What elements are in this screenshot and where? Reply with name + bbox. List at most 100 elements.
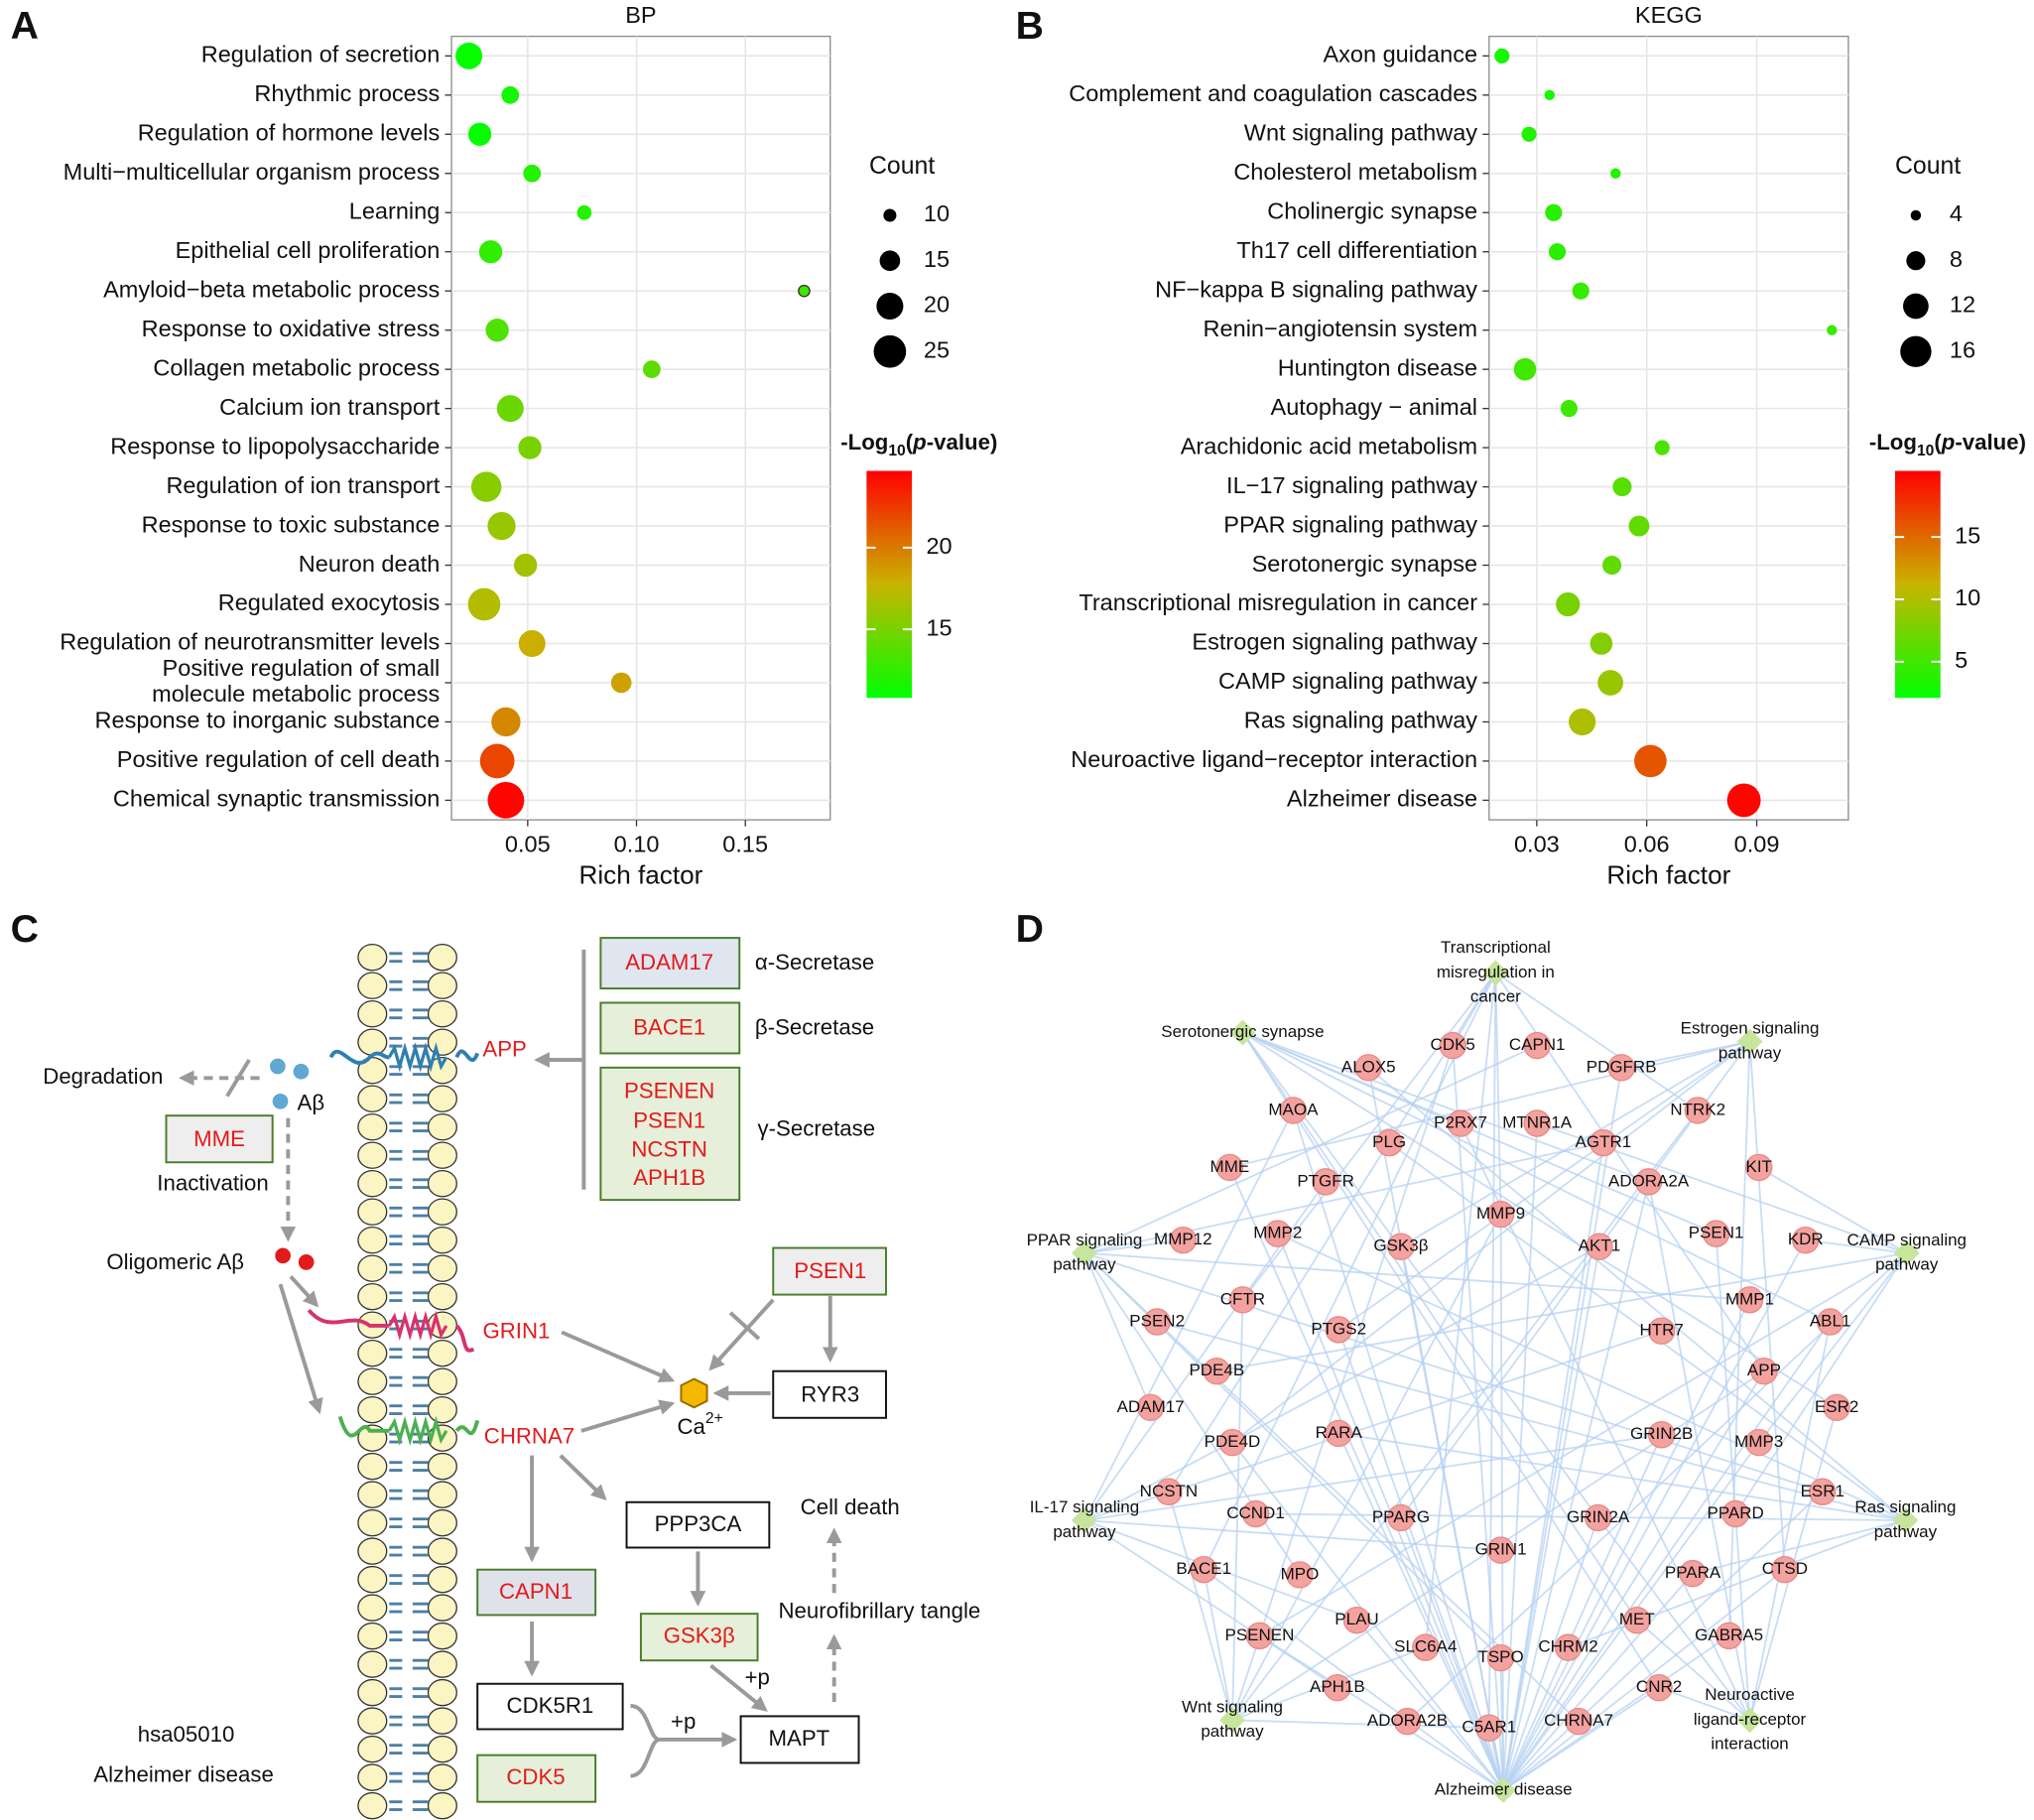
gene-node — [1136, 1393, 1165, 1422]
y-tick-label: IL−17 signaling pathway — [1226, 472, 1477, 498]
gene-node — [1387, 1503, 1415, 1532]
edge — [1757, 1252, 1908, 1444]
lipid-head — [357, 972, 388, 999]
lipid-head — [357, 1622, 388, 1650]
gene-node — [1387, 1233, 1415, 1260]
y-tick-label: Wnt signaling pathway — [1244, 120, 1478, 146]
edge — [1355, 1620, 1504, 1791]
legend-label: 4 — [1950, 200, 1963, 226]
pathway-name: Alzheimer disease — [93, 1761, 274, 1786]
gene-node — [1623, 1606, 1651, 1634]
pathway-label: PPAR signaling — [1027, 1231, 1143, 1249]
gene-node — [1393, 1707, 1422, 1736]
y-tick-label: Renin−angiotensin system — [1204, 316, 1477, 341]
gene-node — [1584, 1503, 1612, 1532]
dot — [518, 629, 546, 658]
pathway-node — [1893, 1239, 1920, 1266]
legend-title: Count — [1895, 153, 1961, 180]
pathway-id: hsa05010 — [138, 1722, 235, 1747]
colorbar-title-part: ( — [906, 430, 914, 455]
gene-node — [1565, 1707, 1592, 1736]
edge — [1400, 1246, 1505, 1791]
colorbar-tick-label: 15 — [1955, 522, 1980, 548]
gene-label: BACE1 — [1176, 1559, 1231, 1578]
y-tick-label: Rhythmic process — [254, 80, 440, 106]
edge — [1424, 973, 1497, 1648]
enzyme-label: γ-Secretase — [758, 1115, 876, 1140]
legend-title: Count — [869, 153, 935, 180]
gene-label: MTNR1A — [1502, 1113, 1572, 1132]
y-tick-label: Transcriptional misregulation in cancer — [1079, 589, 1477, 615]
y-tick-label: Epithelial cell proliferation — [176, 237, 441, 263]
y-tick-label: Positive regulation of small molecule met… — [152, 655, 440, 707]
lipid-head — [357, 1763, 388, 1791]
gene-label: PPARA — [1665, 1563, 1721, 1582]
edge — [1502, 1067, 1623, 1791]
gene-node — [1279, 1097, 1308, 1124]
gene-label: TSPO — [1477, 1647, 1523, 1666]
y-tick-label: Learning — [349, 197, 441, 223]
edge — [1338, 1432, 1906, 1521]
gene-label: C5AR1 — [1462, 1718, 1516, 1737]
y-tick-label: Regulation of secretion — [201, 42, 441, 67]
chart-title: KEGG — [1635, 2, 1703, 28]
arrow — [709, 1663, 768, 1712]
lipid-head — [427, 1056, 457, 1085]
x-tick-label: 0.09 — [1734, 832, 1780, 857]
dot — [1612, 477, 1632, 497]
y-tick-label: Complement and coagulation cascades — [1069, 80, 1477, 106]
y-tick-label: Alzheimer disease — [1287, 786, 1477, 812]
colorbar-title: -Log10(p-value) — [840, 430, 997, 459]
dot — [501, 85, 520, 104]
gene-node — [1190, 1555, 1217, 1584]
gene-node — [1715, 1622, 1743, 1650]
colorbar-title-part: -value) — [927, 430, 998, 455]
gene-node — [1645, 1673, 1673, 1702]
lipid-tail — [389, 1658, 429, 1670]
edge — [1502, 1434, 1663, 1791]
edge — [1258, 1251, 1908, 1637]
y-tick-label: Ras signaling pathway — [1244, 708, 1478, 733]
edge — [1636, 1620, 1751, 1722]
gene-box — [599, 937, 741, 990]
inhibit — [728, 1311, 761, 1341]
y-tick-label: Arachidonic acid metabolism — [1181, 433, 1477, 458]
edge — [1216, 1251, 1907, 1372]
edge — [1734, 1252, 1908, 1515]
lipid-head — [427, 1650, 457, 1678]
gene-label: PSEN2 — [1129, 1312, 1185, 1331]
gene-label: PTGS2 — [1311, 1319, 1366, 1338]
charts: 0.05 0.10 0.15 Regulation of secretion Rhyth… — [60, 2, 2026, 889]
gene-label: ESR1 — [1801, 1482, 1844, 1500]
gene-label: CAPN1 — [499, 1579, 572, 1604]
gene-box — [476, 1754, 597, 1803]
pathway-label: cancer — [1470, 987, 1521, 1006]
abeta-dot — [270, 1058, 286, 1075]
x-axis-title: Rich factor — [578, 860, 702, 890]
y-tick-label: Response to oxidative stress — [142, 316, 441, 341]
gene-label: PDE4B — [1189, 1361, 1244, 1379]
y-tick-label: Serotonergic synapse — [1252, 551, 1477, 577]
edge — [1277, 1233, 1906, 1521]
gene-label: KIT — [1745, 1157, 1771, 1176]
lipid-head — [357, 1198, 388, 1226]
gene-label: GABRA5 — [1695, 1625, 1763, 1644]
colorbar-title-part: ( — [1934, 430, 1942, 455]
gene-label: ABL1 — [1810, 1312, 1851, 1331]
legend-label: 12 — [1950, 292, 1975, 318]
gene-label: NCSTN — [1140, 1482, 1199, 1500]
edge — [1805, 1238, 1907, 1254]
gene-label: CDK5 — [1431, 1035, 1475, 1054]
edge — [1658, 1686, 1750, 1722]
y-tick-label: Amyloid−beta metabolic process — [103, 276, 440, 302]
legend-dot — [1910, 209, 1922, 221]
lipid-tail — [389, 1348, 429, 1360]
x-tick-label: 0.10 — [614, 832, 660, 857]
pathway-label: Neuroactive — [1705, 1685, 1795, 1704]
lipid-head — [357, 1339, 388, 1367]
dot — [1589, 632, 1613, 655]
dot — [1545, 203, 1563, 221]
gene-node — [1486, 1200, 1515, 1229]
lipid-head — [357, 1707, 388, 1735]
